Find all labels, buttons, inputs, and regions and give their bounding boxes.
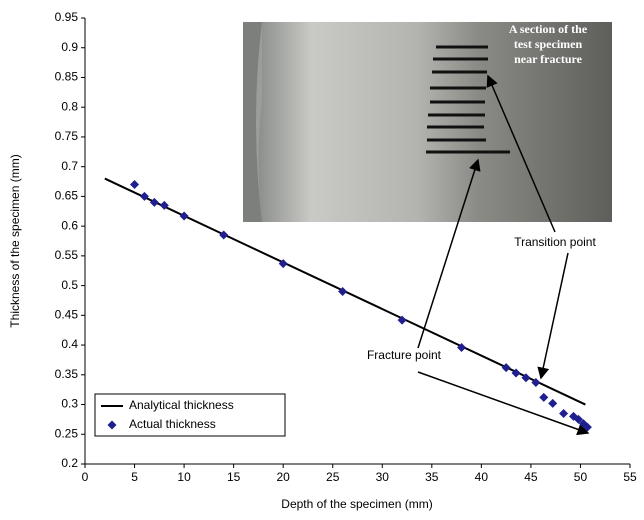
data-point [159, 200, 169, 210]
x-tick-label: 5 [131, 470, 138, 484]
legend-label: Actual thickness [129, 417, 216, 431]
x-tick-label: 45 [524, 470, 538, 484]
annotation: Fracture point [367, 348, 442, 362]
x-tick-label: 55 [623, 470, 637, 484]
data-point [219, 230, 229, 240]
y-tick-label: 0.2 [61, 456, 78, 470]
data-point [559, 408, 569, 418]
y-tick-label: 0.6 [61, 218, 78, 232]
legend-label: Analytical thickness [129, 398, 234, 412]
y-tick-label: 0.3 [61, 397, 78, 411]
data-point [338, 287, 348, 297]
y-tick-label: 0.85 [55, 70, 79, 84]
data-point [278, 259, 288, 269]
data-point [139, 191, 149, 201]
inset-photo [243, 22, 612, 222]
data-point [511, 368, 521, 378]
data-point [457, 342, 467, 352]
data-point [501, 363, 511, 373]
data-point [573, 414, 583, 424]
data-point [548, 398, 558, 408]
y-tick-label: 0.55 [55, 248, 79, 262]
data-point [397, 315, 407, 325]
data-point [582, 422, 592, 432]
annotation: Transition point [514, 235, 596, 249]
x-tick-label: 30 [376, 470, 390, 484]
legend-box [94, 393, 286, 437]
data-point [539, 392, 549, 402]
legend-swatch [107, 420, 117, 430]
y-tick-label: 0.5 [61, 278, 78, 292]
x-tick-label: 20 [277, 470, 291, 484]
data-point [130, 180, 140, 190]
x-tick-label: 35 [425, 470, 439, 484]
data-point [521, 373, 531, 383]
arrows [417, 74, 590, 436]
data-point [179, 211, 189, 221]
inset-caption: near fracture [514, 52, 583, 66]
data-point [531, 378, 541, 388]
inset-caption: A section of the [509, 22, 588, 36]
x-tick-label: 10 [177, 470, 191, 484]
x-tick-label: 40 [475, 470, 489, 484]
data-point [149, 197, 159, 207]
y-tick-label: 0.4 [61, 337, 78, 351]
y-tick-label: 0.75 [55, 129, 79, 143]
y-tick-label: 0.9 [61, 40, 78, 54]
y-axis-title: Thickness of the specimen (mm) [8, 154, 22, 327]
y-tick-label: 0.7 [61, 159, 78, 173]
x-tick-label: 15 [227, 470, 241, 484]
y-tick-label: 0.25 [55, 426, 79, 440]
x-tick-label: 50 [574, 470, 588, 484]
x-tick-label: 25 [326, 470, 340, 484]
y-tick-label: 0.35 [55, 367, 79, 381]
y-tick-label: 0.95 [55, 10, 79, 24]
x-axis-title: Depth of the specimen (mm) [281, 497, 432, 511]
y-tick-label: 0.8 [61, 99, 78, 113]
x-tick-label: 0 [82, 470, 89, 484]
y-tick-label: 0.65 [55, 189, 79, 203]
y-tick-label: 0.45 [55, 308, 79, 322]
inset-caption: test specimen [514, 37, 583, 51]
